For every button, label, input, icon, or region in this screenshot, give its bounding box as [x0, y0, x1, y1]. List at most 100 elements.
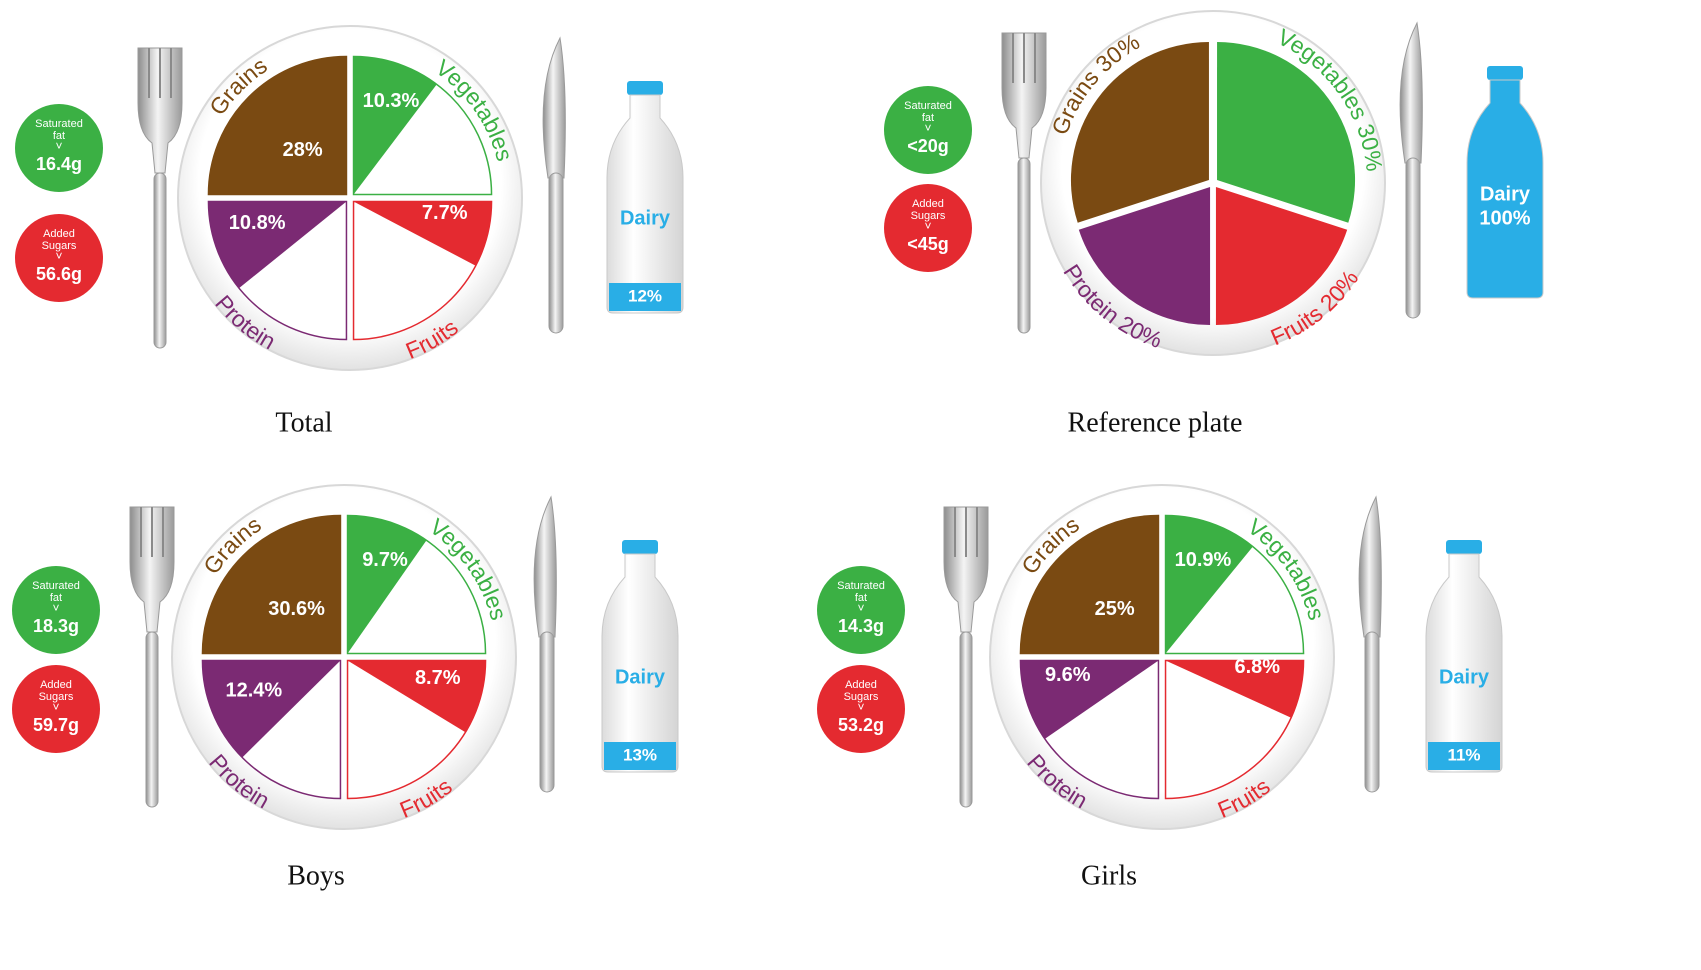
dairy-label: Dairy [615, 666, 666, 688]
slice-value-vegetables: 9.7% [362, 549, 408, 571]
slice-fruits [1215, 187, 1348, 326]
saturated-fat-badge-title-2: fat [50, 592, 62, 604]
plate-icon: 28%10.3%7.7%10.8%Grains VegetablesFruitsP… [177, 25, 523, 371]
milk-bottle-icon: Dairy 13% [601, 540, 679, 773]
chevron-down-icon: ˅ [924, 219, 931, 233]
pie [1070, 42, 1356, 326]
bottle-cap [627, 81, 663, 95]
slice-value-fruits: 6.8% [1234, 656, 1280, 678]
bottle-body [601, 553, 679, 773]
added-sugars-badge-title-2: Sugars [911, 210, 946, 222]
slice-protein [1078, 187, 1211, 326]
added-sugars-badge-value: <45g [907, 234, 949, 254]
slice-value-grains: 28% [283, 139, 323, 161]
slice-fruits [353, 201, 492, 266]
knife-handle [548, 172, 564, 334]
dairy-fill-bar [609, 283, 681, 311]
slice-vegetables [1217, 42, 1356, 223]
slice-vegetables [1165, 515, 1253, 654]
added-sugars-badge-value: 56.6g [36, 264, 82, 284]
slice-vegetables [353, 56, 437, 195]
slice-value-protein: 9.6% [1045, 664, 1091, 686]
knife-handle [1364, 631, 1380, 793]
milk-bottle-icon: Dairy 12% [606, 81, 684, 314]
slice-value-fruits: 8.7% [415, 667, 461, 689]
bottle-cap [1487, 66, 1523, 80]
saturated-fat-badge-title-1: Saturated [837, 580, 885, 592]
slice-vegetables [347, 515, 427, 654]
added-sugars-badge-title-2: Sugars [42, 240, 77, 252]
added-sugars-badge-circle [15, 214, 103, 302]
dairy-value: 11% [1447, 745, 1480, 764]
saturated-fat-badge-title-2: fat [855, 592, 867, 604]
saturated-fat-badge-value: <20g [907, 136, 949, 156]
knife-blade [1358, 495, 1382, 638]
knife-handle [1405, 157, 1421, 319]
knife-icon [533, 495, 557, 793]
added-sugars-badge-title-1: Added [845, 679, 877, 691]
slice-protein [1020, 660, 1159, 739]
knife-blade [542, 36, 566, 179]
plate-icon: Grains 30% Vegetables 30%Fruits 20%Protei… [1040, 10, 1388, 356]
added-sugars-badge-title-1: Added [40, 679, 72, 691]
saturated-fat-badge-title-1: Saturated [35, 118, 83, 130]
slice-grains [208, 56, 347, 195]
slice-value-grains: 30.6% [268, 598, 325, 620]
slice-value-vegetables: 10.9% [1175, 549, 1232, 571]
knife-handle [539, 631, 555, 793]
knife-icon [1399, 21, 1423, 319]
knife-blade [1399, 21, 1423, 164]
saturated-fat-badge-title-1: Saturated [904, 100, 952, 112]
bottle-body [606, 94, 684, 314]
slice-value-protein: 10.8% [229, 212, 286, 234]
slice-grains [1070, 42, 1209, 223]
panel-title: Girls [1081, 860, 1137, 891]
fork-handle [959, 631, 973, 808]
slice-fruits [347, 660, 486, 733]
saturated-fat-badge-title-1: Saturated [32, 580, 80, 592]
dairy-label: Dairy [620, 207, 671, 229]
dairy-fill-bar [604, 742, 676, 770]
added-sugars-badge-circle [884, 184, 972, 272]
dairy-value: 12% [628, 286, 662, 305]
pie: 25% 10.9% 6.8% 9.6% [1019, 514, 1305, 800]
fork-handle [153, 172, 167, 349]
slice-grains [1020, 515, 1159, 654]
bottle-body [1425, 553, 1503, 773]
knife-icon [1358, 495, 1382, 793]
saturated-fat-badge-circle [884, 86, 972, 174]
saturated-fat-badge-value: 16.4g [36, 154, 82, 174]
chevron-down-icon: ˅ [924, 121, 931, 135]
added-sugars-badge-title-2: Sugars [844, 691, 879, 703]
saturated-fat-badge-title-2: fat [53, 130, 65, 142]
bottle-body [1466, 79, 1544, 299]
added-sugars-badge-circle [12, 665, 100, 753]
saturated-fat-badge-circle [15, 104, 103, 192]
slice-protein [208, 201, 347, 289]
added-sugars-badge-circle [817, 665, 905, 753]
dairy-label: Dairy [1480, 183, 1531, 205]
dairy-fill-bar [1428, 742, 1500, 770]
fork-icon [137, 47, 183, 349]
saturated-fat-badge-value: 18.3g [33, 616, 79, 636]
saturated-fat-badge-circle [817, 566, 905, 654]
added-sugars-badge-title-1: Added [43, 228, 75, 240]
knife-icon [542, 36, 566, 334]
slice-grains [202, 515, 341, 654]
panel-title: Boys [287, 860, 345, 891]
slice-value-fruits: 7.7% [422, 202, 468, 224]
slice-value-protein: 12.4% [225, 680, 282, 702]
fork-handle [1017, 157, 1031, 334]
slice-fruits [1165, 660, 1304, 718]
